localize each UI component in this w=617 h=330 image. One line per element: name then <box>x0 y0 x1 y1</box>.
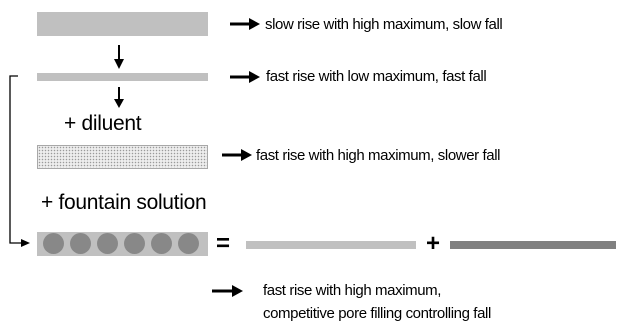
result-line-1: fast rise with high maximum, <box>263 282 442 299</box>
circle <box>124 233 145 254</box>
light-bar <box>246 241 416 249</box>
thick-bar <box>37 12 208 36</box>
thin-bar <box>37 73 208 81</box>
circle <box>151 233 172 254</box>
arrow-right-icon <box>222 149 252 161</box>
arrow-right-icon <box>21 239 30 247</box>
circle <box>178 233 199 254</box>
row-1-description: slow rise with high maximum, slow fall <box>265 16 503 33</box>
circle <box>70 233 91 254</box>
arrow-right-icon <box>230 18 260 30</box>
result-line-2: competitive pore filling controlling fal… <box>263 305 491 322</box>
arrow-down-icon <box>114 45 124 69</box>
arrow-right-icon <box>230 71 260 83</box>
diluent-label: + diluent <box>64 112 142 135</box>
arrow-down-icon <box>114 87 124 108</box>
circle <box>97 233 118 254</box>
dark-bar <box>450 241 616 249</box>
row-3-description: fast rise with high maximum, slower fall <box>256 147 501 164</box>
arrow-right-icon <box>212 285 243 297</box>
bracket-connector <box>9 75 22 244</box>
fountain-solution-label: + fountain solution <box>41 191 207 214</box>
equals-sign: = <box>216 230 231 257</box>
circles-bar <box>37 232 208 256</box>
dotted-bar <box>37 145 208 169</box>
row-2-description: fast rise with low maximum, fast fall <box>266 68 487 85</box>
circle <box>43 233 64 254</box>
plus-sign: + <box>426 230 441 257</box>
